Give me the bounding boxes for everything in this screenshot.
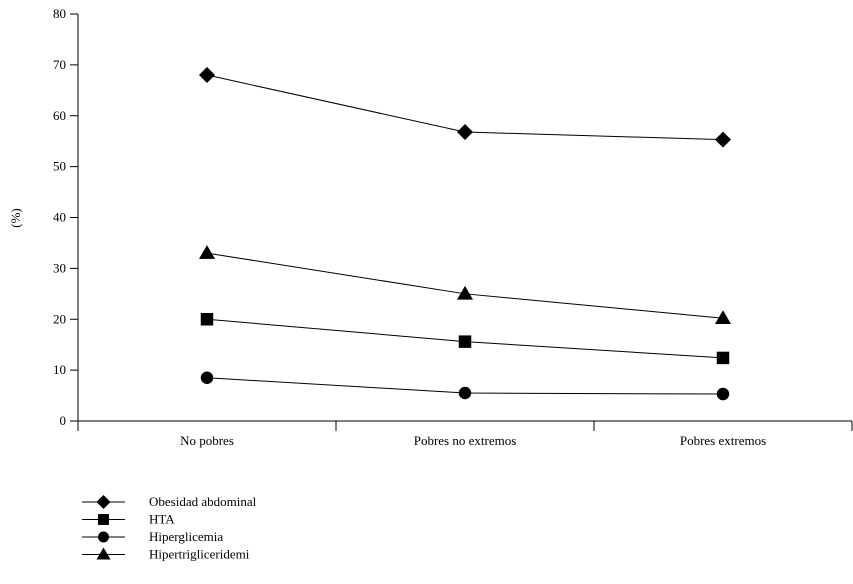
y-tick-label: 40: [53, 210, 66, 225]
y-tick-label: 30: [53, 260, 66, 275]
y-tick-label: 60: [53, 108, 66, 123]
data-point: [457, 124, 473, 141]
legend-label: Obesidad abdominal: [149, 494, 257, 509]
data-point: [715, 310, 731, 324]
y-tick-label: 80: [53, 6, 66, 21]
legend-marker: [96, 495, 111, 509]
y-tick-label: 0: [60, 413, 67, 428]
data-point: [716, 387, 730, 401]
legend-label: Hiperglicemia: [149, 529, 223, 544]
legend-marker: [96, 547, 111, 560]
series-layer: [199, 67, 731, 401]
y-tick-label: 50: [53, 159, 66, 174]
y-tick-label: 10: [53, 362, 66, 377]
series-line: [206, 252, 724, 319]
data-point: [199, 67, 215, 84]
data-point: [200, 313, 214, 326]
x-tick-label: Pobres extremos: [680, 433, 766, 448]
data-point: [458, 386, 472, 400]
legend-label: HTA: [149, 512, 175, 527]
y-axis-label: (%): [8, 208, 23, 228]
data-point: [200, 371, 214, 384]
data-point: [716, 351, 730, 365]
legend-label: Hipertrigliceridemi: [149, 547, 250, 562]
x-tick-label: No pobres: [180, 433, 234, 448]
y-tick-label: 20: [53, 311, 66, 326]
legend-marker: [98, 531, 109, 543]
data-point: [457, 285, 473, 300]
legend: Obesidad abdominal HTA Hiperglicemia Hipert…: [82, 494, 257, 562]
data-point: [458, 335, 472, 348]
legend-marker: [98, 514, 109, 525]
data-point: [199, 245, 215, 259]
y-tick-label: 70: [53, 57, 66, 72]
axes: 0 10 20 30 40 50 60 70 80 No pobres Pobres no extr…: [53, 6, 853, 448]
x-tick-label: Pobres no extremos: [414, 433, 517, 448]
data-point: [715, 131, 731, 148]
